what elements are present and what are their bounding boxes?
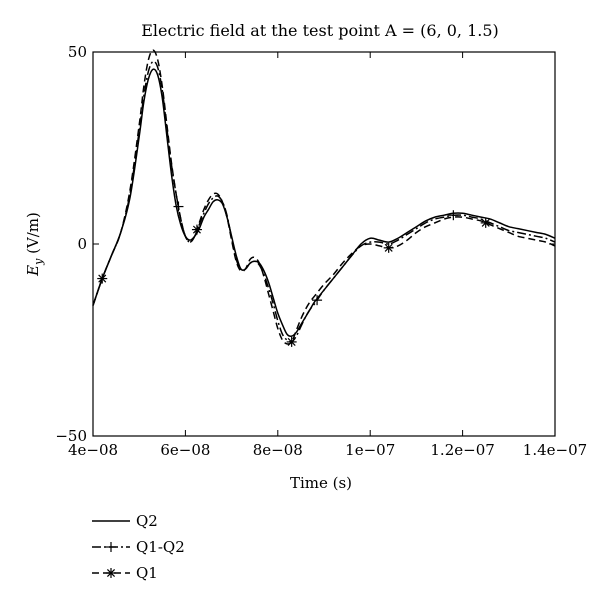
x-axis-label: Time (s): [290, 474, 352, 492]
series-marker-q1-q2: [448, 210, 459, 221]
series-line-q1: [92, 49, 556, 345]
legend-item: Q1-Q2: [92, 538, 185, 556]
axis-ticks: 4e−08 6e−08 8e−08 1e−07 1.2e−07 1.4e−07 −50 0 50: [55, 43, 587, 459]
series-line-q2: [92, 68, 556, 338]
legend-label: Q2: [136, 512, 158, 530]
y-tick-label: 50: [68, 43, 87, 61]
series-marker-q1: [97, 273, 108, 284]
y-axis-label: Ey (V/m): [24, 212, 45, 277]
legend-marker: [106, 542, 116, 552]
series-lines: [92, 49, 556, 345]
series-marker-q1: [286, 336, 297, 347]
series-line-q1-q2: [92, 60, 556, 343]
series-markers: [97, 201, 491, 347]
legend: Q2 Q1-Q2 Q1: [92, 512, 185, 582]
legend-item: Q1: [92, 564, 158, 582]
series-marker-q1-q2: [173, 201, 184, 212]
x-tick-label: 1.2e−07: [430, 441, 494, 459]
x-tick-label: 4e−08: [68, 441, 118, 459]
y-tick-label: 0: [77, 235, 87, 253]
legend-label: Q1: [136, 564, 158, 582]
legend-item: Q2: [92, 512, 158, 530]
y-axis-label-sub: y: [32, 258, 45, 266]
chart-title: Electric field at the test point A = (6,…: [141, 21, 499, 40]
y-tick-label: −50: [55, 427, 87, 445]
series-marker-q1: [383, 242, 394, 253]
plot-frame: [92, 51, 556, 437]
legend-marker: [106, 568, 116, 578]
x-tick-label: 6e−08: [160, 441, 210, 459]
legend-label: Q1-Q2: [136, 538, 185, 556]
x-tick-label: 1e−07: [345, 441, 395, 459]
y-axis-label-unit: (V/m): [24, 212, 42, 259]
series-marker-q1: [480, 217, 491, 228]
svg-text:Ey (V/m): Ey (V/m): [24, 212, 45, 277]
series-marker-q1-q2: [312, 295, 323, 306]
y-axis-label-main: E: [24, 265, 42, 277]
x-tick-label: 8e−08: [253, 441, 303, 459]
x-tick-label: 1.4e−07: [523, 441, 587, 459]
series-marker-q1: [191, 224, 202, 235]
